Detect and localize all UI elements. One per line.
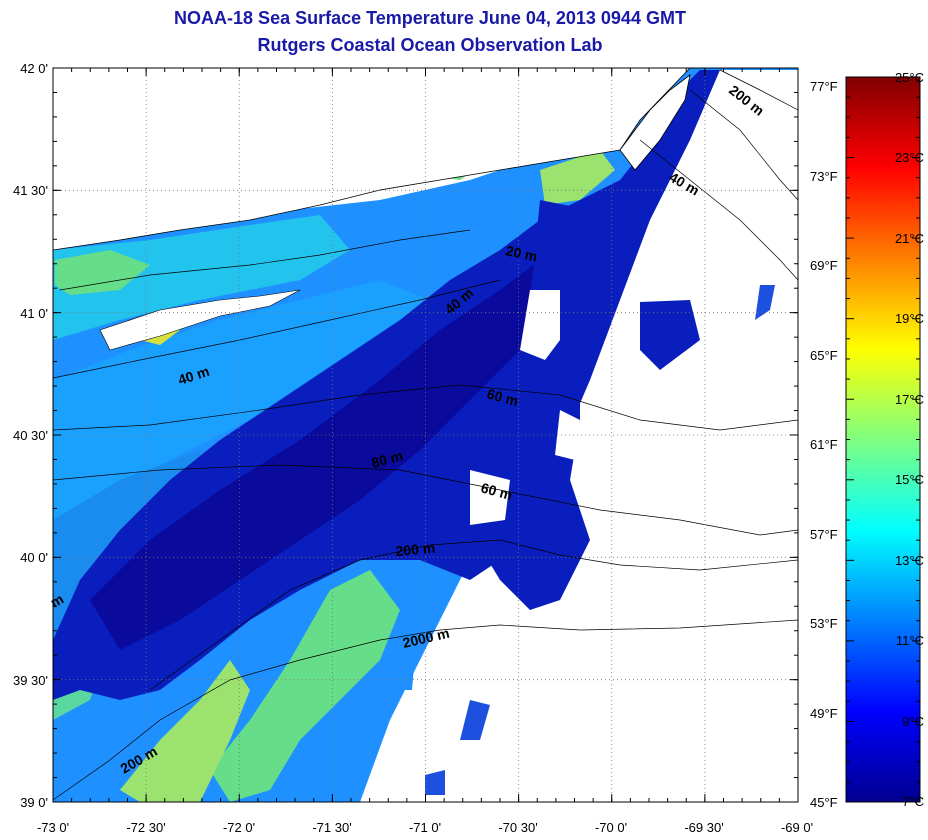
lat-label: 39 0' <box>20 795 48 810</box>
lon-label: -69 30' <box>684 820 723 835</box>
colorbar <box>845 76 921 803</box>
c-label: 7°C <box>902 794 924 809</box>
map-subtitle: Rutgers Coastal Ocean Observation Lab <box>257 35 603 55</box>
lon-label: -73 0' <box>37 820 69 835</box>
lon-label: -71 30' <box>312 820 351 835</box>
lat-labels: 42 0' 41 30' 41 0' 40 30' 40 0' 39 30' 3… <box>13 61 48 810</box>
f-label: 65°F <box>810 348 838 363</box>
f-label: 57°F <box>810 527 838 542</box>
f-label: 77°F <box>810 79 838 94</box>
lon-label: -71 0' <box>409 820 441 835</box>
land <box>53 68 691 351</box>
lat-label: 41 30' <box>13 183 48 198</box>
lon-label: -72 30' <box>126 820 165 835</box>
f-label: 61°F <box>810 437 838 452</box>
contour-label: 20 m <box>504 242 539 264</box>
lat-label: 40 0' <box>20 550 48 565</box>
map-title: NOAA-18 Sea Surface Temperature June 04,… <box>174 8 686 28</box>
contour-label: 200 m <box>395 540 436 559</box>
graticule <box>53 68 798 802</box>
c-label: 15°C <box>895 472 924 487</box>
f-label: 45°F <box>810 795 838 810</box>
lon-label: -70 0' <box>595 820 627 835</box>
f-label: 49°F <box>810 706 838 721</box>
c-label: 21°C <box>895 231 924 246</box>
lat-label: 42 0' <box>20 61 48 76</box>
f-label: 73°F <box>810 169 838 184</box>
lat-label: 41 0' <box>20 306 48 321</box>
contour-label: 60 m <box>485 385 520 409</box>
fahrenheit-labels: 77°F 73°F 69°F 65°F 61°F 57°F 53°F 49°F … <box>810 79 838 810</box>
depth-contours <box>53 69 798 801</box>
lat-label: 40 30' <box>13 428 48 443</box>
contour-label: 60 m <box>479 479 514 503</box>
c-label: 17°C <box>895 392 924 407</box>
lat-label: 39 30' <box>13 673 48 688</box>
c-label: 23°C <box>895 150 924 165</box>
c-label: 11°C <box>896 633 924 648</box>
f-label: 53°F <box>810 616 838 631</box>
c-label: 25°C <box>895 70 924 85</box>
f-label: 69°F <box>810 258 838 273</box>
lon-label: -72 0' <box>223 820 255 835</box>
c-label: 13°C <box>895 553 924 568</box>
lon-label: -70 30' <box>498 820 537 835</box>
lon-label: -69 0' <box>781 820 813 835</box>
celsius-labels: 25°C 23°C 21°C 19°C 17°C 15°C 13°C 11°C … <box>895 70 924 809</box>
lon-labels: -73 0' -72 30' -72 0' -71 30' -71 0' -70… <box>37 820 813 835</box>
c-label: 19°C <box>895 311 924 326</box>
axis-ticks <box>52 67 799 803</box>
colorbar-ticks <box>846 76 920 803</box>
contour-label: 80 m <box>370 447 405 471</box>
c-label: 9°C <box>902 714 924 729</box>
